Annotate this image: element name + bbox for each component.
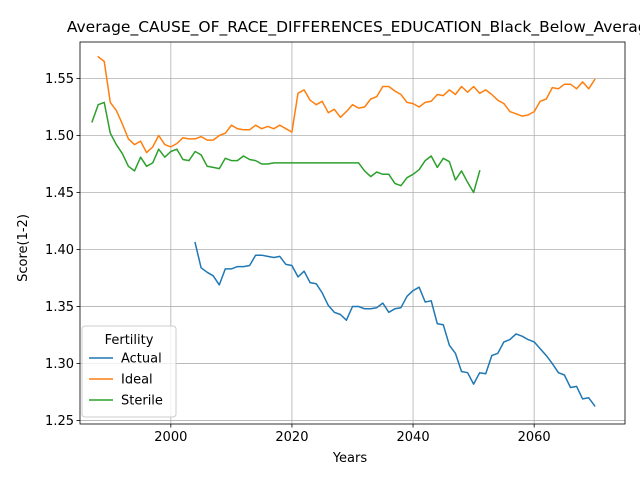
- x-tick-label: 2000: [154, 430, 187, 445]
- legend: Fertility Actual Ideal Sterile: [81, 325, 177, 418]
- legend-box: [81, 325, 177, 418]
- legend-title: Fertility: [105, 333, 154, 348]
- series-lines: [91, 55, 596, 407]
- series-line-ideal: [97, 55, 596, 154]
- y-tick-label: 1.55: [45, 72, 74, 87]
- y-tick-label: 1.50: [45, 129, 74, 144]
- y-tick-label: 1.35: [45, 300, 74, 315]
- legend-label-ideal: Ideal: [121, 373, 153, 388]
- y-axis-label: Score(1-2): [16, 214, 31, 282]
- y-tick-label: 1.30: [45, 357, 74, 372]
- y-tick-label: 1.45: [45, 186, 74, 201]
- legend-label-actual: Actual: [121, 352, 162, 367]
- y-tick-label: 1.25: [45, 414, 74, 429]
- x-tick-label: 2060: [518, 430, 551, 445]
- series-line-sterile: [91, 101, 481, 194]
- legend-label-sterile: Sterile: [121, 394, 163, 409]
- x-tick-label: 2040: [397, 430, 430, 445]
- plot-frame: [79, 41, 626, 425]
- series-line-actual: [194, 241, 596, 407]
- x-tick-label: 2020: [275, 430, 308, 445]
- axis-ticks: 2000 2020 2040 2060 1.25 1.30 1.35 1.40 1.45 1.50…: [45, 72, 551, 445]
- chart-title: Average_CAUSE_OF_RACE_DIFFERENCES_EDUCAT…: [67, 18, 640, 37]
- legend-entries: Actual Ideal Sterile: [89, 352, 163, 409]
- grid-lines: [80, 42, 625, 424]
- y-tick-label: 1.40: [45, 243, 74, 258]
- x-axis-label: Years: [332, 451, 368, 466]
